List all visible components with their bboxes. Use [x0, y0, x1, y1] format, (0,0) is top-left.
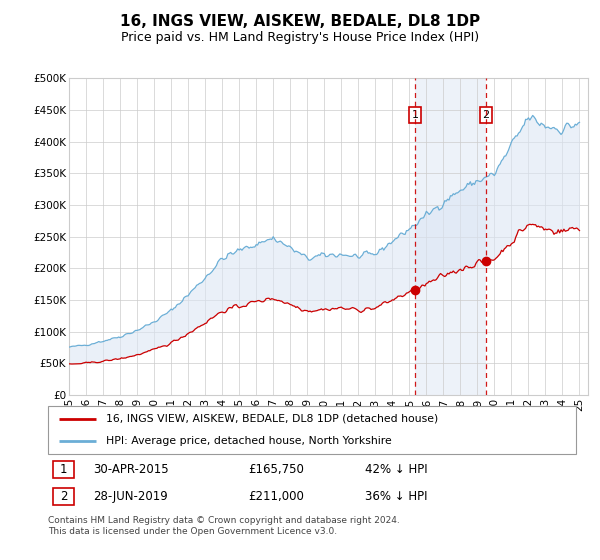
Text: Price paid vs. HM Land Registry's House Price Index (HPI): Price paid vs. HM Land Registry's House …	[121, 31, 479, 44]
Text: 16, INGS VIEW, AISKEW, BEDALE, DL8 1DP (detached house): 16, INGS VIEW, AISKEW, BEDALE, DL8 1DP (…	[106, 414, 439, 424]
Text: 36% ↓ HPI: 36% ↓ HPI	[365, 490, 427, 503]
Text: 28-JUN-2019: 28-JUN-2019	[93, 490, 167, 503]
Text: 42% ↓ HPI: 42% ↓ HPI	[365, 463, 427, 476]
Text: Contains HM Land Registry data © Crown copyright and database right 2024.
This d: Contains HM Land Registry data © Crown c…	[48, 516, 400, 536]
Text: 2: 2	[60, 490, 68, 503]
FancyBboxPatch shape	[53, 488, 74, 505]
FancyBboxPatch shape	[48, 406, 576, 454]
FancyBboxPatch shape	[53, 461, 74, 478]
Text: 1: 1	[412, 110, 418, 120]
Text: HPI: Average price, detached house, North Yorkshire: HPI: Average price, detached house, Nort…	[106, 436, 392, 446]
Text: £165,750: £165,750	[248, 463, 305, 476]
Text: 30-APR-2015: 30-APR-2015	[93, 463, 169, 476]
Text: 2: 2	[482, 110, 490, 120]
Text: 1: 1	[60, 463, 68, 476]
Text: £211,000: £211,000	[248, 490, 305, 503]
Text: 16, INGS VIEW, AISKEW, BEDALE, DL8 1DP: 16, INGS VIEW, AISKEW, BEDALE, DL8 1DP	[120, 14, 480, 29]
